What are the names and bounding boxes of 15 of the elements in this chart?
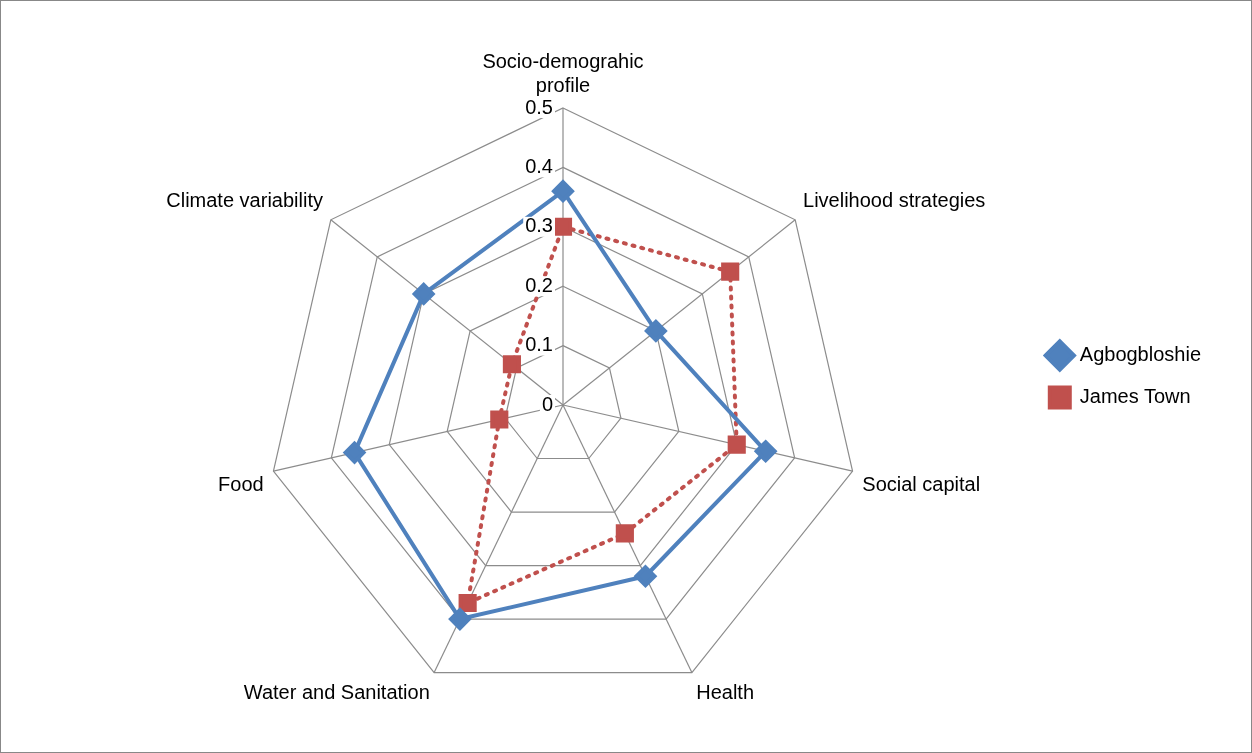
- spoke-label: Food: [218, 472, 264, 495]
- y-tick-label: 0.3: [525, 214, 553, 237]
- legend-label: James Town: [1079, 385, 1191, 408]
- spoke-label: Water and Sanitation: [243, 681, 430, 704]
- y-tick-label: 0.5: [525, 95, 553, 118]
- spoke-label: Health: [696, 681, 755, 704]
- spoke-label: Social capital: [862, 472, 981, 495]
- spoke-label: Climate variability: [166, 189, 323, 212]
- y-tick-label: 0.4: [525, 154, 553, 177]
- spoke-label: Livelihood strategies: [803, 189, 986, 212]
- legend-label: Agbogbloshie: [1079, 343, 1202, 366]
- y-tick-label: 0.1: [525, 333, 553, 356]
- y-tick-label: 0.2: [525, 273, 553, 296]
- y-tick-label: 0: [541, 392, 553, 415]
- spoke-label: Socio-demograhic profile: [482, 49, 644, 96]
